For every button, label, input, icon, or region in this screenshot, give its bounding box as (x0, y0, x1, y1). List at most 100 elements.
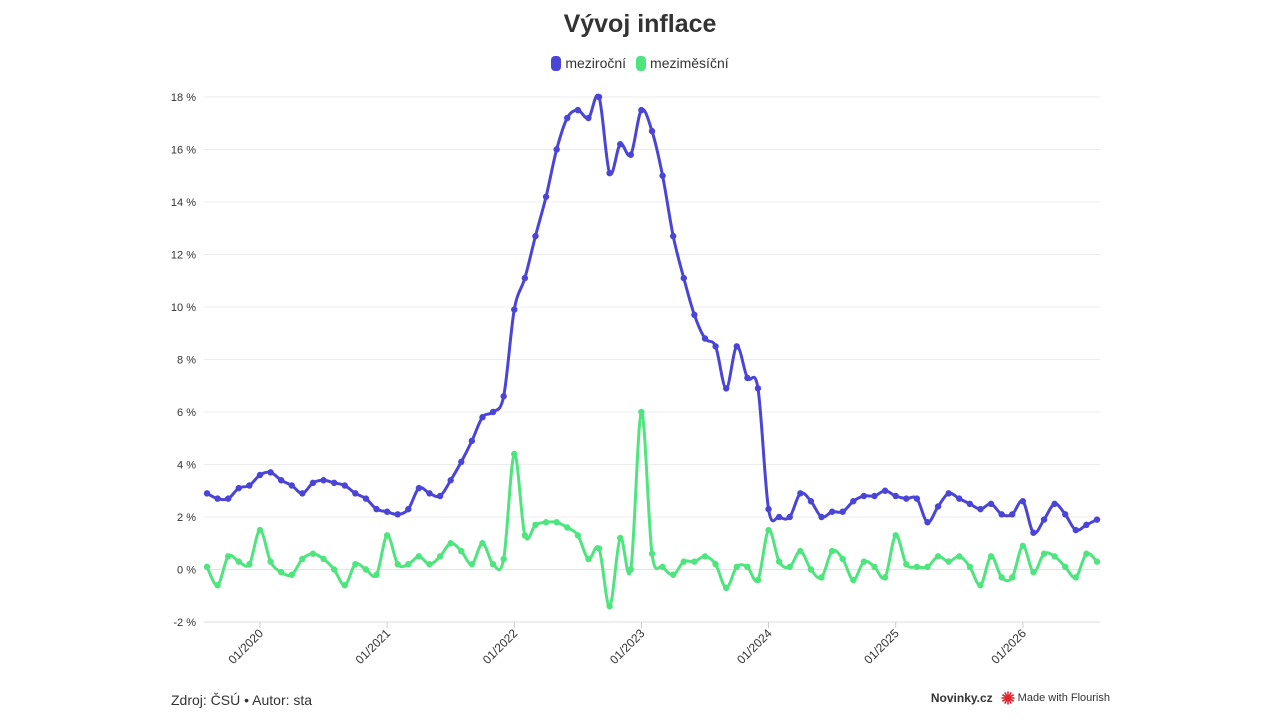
data-point (500, 555, 507, 563)
data-point (458, 547, 465, 555)
data-point (701, 335, 709, 342)
page-title: Vývoj inflace (563, 10, 717, 38)
data-point (818, 513, 825, 521)
data-point (447, 477, 454, 484)
data-point (871, 563, 878, 571)
data-point (224, 495, 232, 502)
data-point (712, 343, 719, 350)
data-point (267, 558, 274, 565)
data-point (786, 563, 793, 571)
data-point (797, 547, 804, 555)
data-point (1062, 563, 1069, 571)
data-point (288, 571, 295, 578)
data-point (850, 498, 857, 505)
data-point (903, 561, 910, 568)
data-point (892, 532, 899, 539)
data-point (606, 603, 613, 610)
data-point (214, 495, 221, 502)
chart-legend: meziroční meziměsíční (0, 55, 1280, 71)
data-point (415, 484, 423, 492)
y-tick-label: 16 % (171, 145, 196, 157)
data-point (1051, 500, 1058, 508)
data-point (722, 584, 730, 592)
data-point (585, 555, 592, 563)
data-point (426, 561, 433, 568)
data-point (617, 534, 624, 542)
data-point (966, 500, 974, 508)
data-point (489, 408, 497, 416)
data-point (479, 540, 486, 547)
data-point (362, 495, 370, 502)
data-point (987, 553, 995, 560)
data-point (775, 513, 783, 521)
data-point (998, 574, 1005, 581)
data-point (648, 550, 656, 557)
made-with-flourish-link[interactable]: Made with Flourish (1001, 691, 1110, 705)
data-point (680, 274, 687, 282)
data-point (860, 492, 868, 500)
data-point (924, 519, 931, 526)
data-point (511, 450, 518, 458)
y-tick-label: 12 % (171, 250, 196, 262)
data-point (309, 550, 317, 557)
y-tick-label: 14 % (171, 197, 196, 209)
data-point (744, 374, 751, 382)
data-point (871, 492, 878, 500)
data-point (638, 408, 645, 416)
data-point (521, 532, 529, 539)
data-point (680, 558, 687, 565)
legend-swatch-mom (636, 55, 647, 71)
data-point (1051, 553, 1058, 560)
data-point (405, 561, 412, 568)
data-point (436, 553, 444, 560)
data-point (1083, 550, 1090, 557)
data-point (839, 508, 846, 515)
data-point (489, 561, 497, 568)
data-point (405, 505, 412, 513)
y-tick-label: 0 % (177, 565, 196, 577)
data-point (1093, 558, 1101, 565)
source-credit: Zdroj: ČSÚ • Autor: sta (171, 692, 313, 708)
legend-item-yoy[interactable]: meziroční (551, 55, 626, 71)
y-tick-label: 18 % (171, 92, 196, 104)
x-tick-label: 01/2021 (353, 626, 394, 667)
data-point (341, 482, 348, 489)
series-mom (203, 408, 1101, 610)
data-point (807, 566, 815, 573)
data-point (256, 471, 264, 479)
x-tick-label: 01/2025 (861, 626, 902, 667)
footer-branding: Novinky.cz Made with Flourish (931, 691, 1110, 705)
data-point (362, 566, 370, 573)
series-line (205, 93, 1099, 535)
data-point (383, 532, 391, 539)
data-point (1093, 516, 1101, 523)
data-point (320, 555, 327, 563)
data-point (574, 106, 582, 114)
data-point (500, 393, 507, 400)
data-point (998, 511, 1005, 518)
data-point (881, 574, 889, 581)
data-point (436, 492, 444, 500)
data-point (330, 479, 338, 487)
data-point (977, 582, 984, 589)
data-point (765, 526, 772, 534)
legend-item-mom[interactable]: meziměsíční (636, 55, 729, 71)
data-point (373, 571, 380, 578)
chart-gridlines (204, 96, 1100, 623)
data-point (797, 490, 804, 497)
data-point (903, 495, 910, 502)
data-point (1040, 550, 1048, 557)
data-point (1072, 526, 1080, 534)
legend-swatch-yoy (551, 55, 562, 71)
data-point (956, 495, 963, 502)
data-point (934, 503, 942, 510)
data-point (606, 169, 613, 177)
brand-logo-novinky[interactable]: Novinky.cz (930, 691, 993, 705)
data-point (468, 437, 476, 445)
y-tick-label: 6 % (177, 407, 196, 419)
data-point (447, 540, 454, 547)
flourish-label: Made with Flourish (1017, 692, 1110, 704)
y-tick-label: 4 % (177, 460, 196, 472)
data-point (585, 114, 592, 122)
data-point (458, 458, 465, 466)
